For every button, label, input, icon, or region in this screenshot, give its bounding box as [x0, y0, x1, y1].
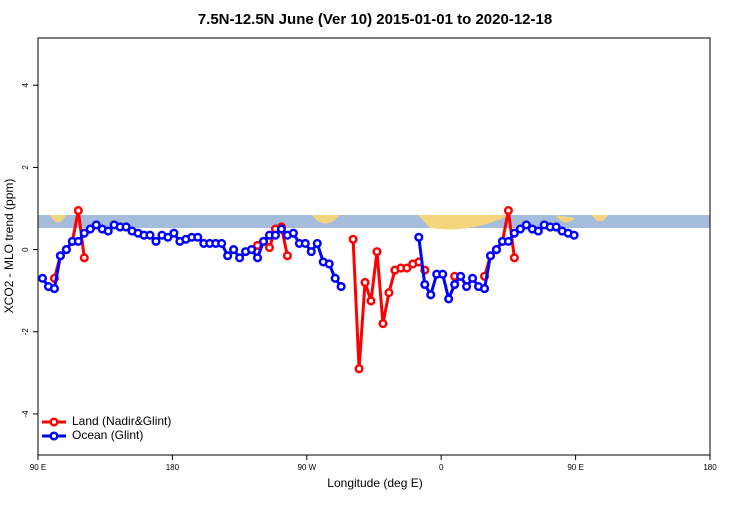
point — [384, 288, 394, 298]
x-tick-label: 90 W — [297, 463, 316, 472]
point — [258, 236, 269, 246]
point — [366, 296, 376, 306]
point — [193, 232, 203, 242]
point — [372, 247, 382, 257]
point — [479, 284, 490, 294]
point — [378, 318, 388, 329]
point — [503, 236, 513, 246]
point — [450, 279, 460, 290]
x-tick-label: 180 — [166, 463, 180, 472]
x-axis-label: Longitude (deg E) — [327, 476, 422, 490]
point — [360, 277, 370, 287]
point — [252, 253, 263, 263]
x-tick-label: 0 — [439, 463, 444, 472]
point — [79, 253, 89, 263]
point — [91, 220, 101, 230]
point — [509, 253, 519, 263]
point — [426, 290, 436, 300]
point — [485, 251, 496, 261]
point — [533, 226, 543, 236]
point — [79, 228, 89, 238]
point — [37, 273, 48, 283]
point — [414, 232, 424, 242]
point — [163, 232, 173, 242]
point — [223, 251, 233, 261]
point — [288, 228, 298, 238]
map-strip — [38, 215, 710, 230]
point — [312, 238, 322, 248]
point — [348, 234, 358, 244]
point — [509, 228, 519, 238]
point — [235, 253, 245, 263]
point — [551, 222, 561, 232]
y-axis-label: XCO2 - MLO trend (ppm) — [2, 179, 16, 314]
y-tick-label: 0 — [21, 247, 30, 252]
point — [444, 294, 454, 304]
point — [246, 245, 257, 255]
point — [336, 282, 346, 292]
point — [73, 236, 83, 246]
point — [229, 245, 239, 255]
x-tick-label: 90 E — [567, 463, 583, 472]
point — [300, 238, 310, 248]
chart-title: 7.5N-12.5N June (Ver 10) 2015-01-01 to 2… — [198, 11, 552, 28]
point — [145, 230, 155, 240]
point — [103, 226, 113, 236]
series-line — [41, 223, 575, 304]
point — [151, 236, 161, 246]
point — [324, 259, 334, 269]
point — [462, 282, 472, 292]
y-tick-label: -2 — [21, 328, 30, 336]
point — [276, 224, 286, 234]
y-tick-label: -4 — [21, 410, 30, 418]
x-tick-label: 90 E — [30, 463, 46, 472]
legend-label: Ocean (Glint) — [72, 428, 143, 442]
y-tick-label: 2 — [21, 165, 30, 170]
point — [306, 247, 316, 257]
point — [468, 273, 478, 283]
point — [330, 273, 340, 283]
point — [217, 238, 227, 248]
point — [515, 224, 525, 234]
point — [354, 364, 364, 374]
point — [503, 206, 513, 216]
point — [521, 220, 531, 230]
point — [73, 206, 83, 216]
point — [121, 222, 131, 232]
point — [420, 279, 430, 290]
point — [438, 269, 448, 279]
point — [402, 263, 412, 273]
point — [55, 251, 65, 261]
y-tick-label: 4 — [21, 82, 30, 87]
x-tick-label: 180 — [703, 463, 717, 472]
point — [264, 242, 275, 253]
point — [569, 230, 579, 240]
point — [49, 284, 59, 294]
legend-marker — [49, 431, 59, 441]
plot-frame — [37, 37, 711, 456]
point — [61, 245, 71, 255]
point — [491, 245, 502, 255]
point — [169, 228, 179, 238]
point — [282, 251, 292, 261]
legend-label: Land (Nadir&Glint) — [72, 414, 171, 428]
legend-marker — [49, 417, 59, 427]
point — [456, 271, 466, 281]
point — [270, 230, 280, 240]
point — [85, 224, 95, 234]
